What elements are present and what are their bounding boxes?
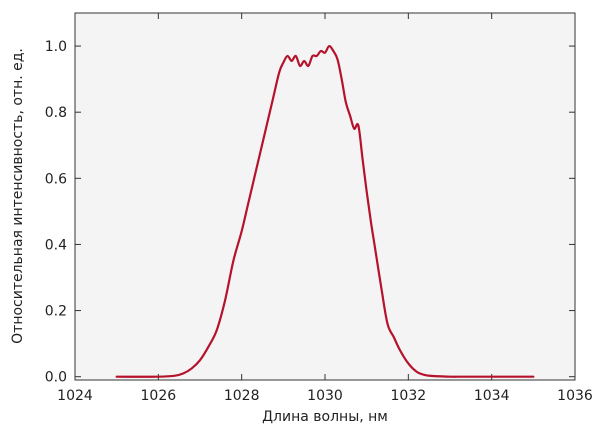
series-layer (115, 44, 535, 378)
data-point (370, 221, 372, 223)
data-point (462, 376, 464, 378)
data-point (324, 52, 326, 54)
series-line (115, 44, 535, 378)
axis-ticks (74, 13, 576, 380)
data-point (199, 359, 201, 361)
data-point (303, 60, 305, 62)
data-point (433, 375, 435, 377)
data-point (291, 60, 293, 62)
plot-area (74, 12, 576, 381)
x-tick-label: 1036 (557, 388, 593, 404)
data-point (380, 287, 382, 289)
data-point (362, 158, 364, 160)
data-point (299, 65, 301, 67)
data-point (533, 376, 535, 378)
data-point (272, 98, 274, 100)
data-point (308, 65, 310, 67)
data-point (491, 376, 493, 378)
data-point (353, 128, 355, 130)
data-point (345, 101, 347, 103)
y-tick-label: 0.0 (45, 370, 67, 386)
x-tick-label: 1026 (141, 388, 177, 404)
data-point (337, 58, 339, 60)
data-point (441, 376, 443, 378)
tick-labels: 1024 1026 1028 1030 1032 1034 1036 0.0 0.2 0.4 0.6… (45, 39, 593, 404)
data-point (233, 260, 235, 262)
data-point (253, 178, 255, 180)
data-point (158, 376, 160, 378)
data-point (278, 72, 280, 74)
data-point (333, 50, 335, 52)
x-tick-label: 1024 (57, 388, 93, 404)
data-point (191, 368, 193, 370)
data-point (116, 376, 118, 378)
data-point (287, 55, 289, 57)
data-point (312, 55, 314, 57)
data-point (260, 151, 262, 153)
data-point (416, 371, 418, 373)
data-point (341, 78, 343, 80)
y-axis-label: Относительная интенсивность, отн. ед. (10, 48, 26, 344)
data-point (224, 300, 226, 302)
data-point (320, 50, 322, 52)
data-point (374, 247, 376, 249)
data-point (174, 375, 176, 377)
x-tick-label: 1032 (391, 388, 427, 404)
x-tick-label: 1034 (474, 388, 510, 404)
data-point (216, 330, 218, 332)
data-point (408, 363, 410, 365)
data-point (449, 376, 451, 378)
data-point (241, 230, 243, 232)
data-point (393, 336, 395, 338)
y-tick-label: 0.2 (45, 304, 67, 320)
x-tick-label: 1028 (224, 388, 260, 404)
data-point (328, 45, 330, 47)
data-point (474, 376, 476, 378)
data-point (316, 55, 318, 57)
y-tick-label: 1.0 (45, 39, 67, 55)
data-point (295, 55, 297, 57)
data-point (424, 374, 426, 376)
data-point (358, 125, 360, 127)
data-point (247, 204, 249, 206)
data-point (399, 349, 401, 351)
x-tick-label: 1030 (307, 388, 343, 404)
data-point (349, 115, 351, 117)
y-tick-label: 0.8 (45, 105, 67, 121)
data-point (283, 62, 285, 64)
data-point (387, 323, 389, 325)
y-tick-label: 0.4 (45, 237, 67, 253)
x-axis-label: Длина волны, нм (262, 409, 388, 425)
data-point (366, 191, 368, 193)
data-point (183, 373, 185, 375)
data-point (266, 125, 268, 127)
data-point (208, 346, 210, 348)
y-tick-label: 0.6 (45, 171, 67, 187)
